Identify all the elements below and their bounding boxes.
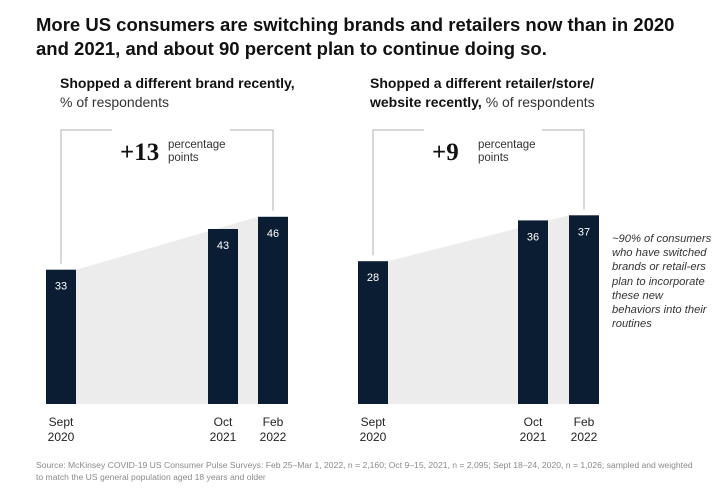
brand-category-label-0-year: 2020 [48, 430, 75, 444]
retailer-bar-2 [569, 215, 599, 404]
retailer-category-label-1-year: 2021 [520, 430, 547, 444]
left-subtitle-rest: % of respondents [60, 94, 169, 110]
brand-change-unit-line2: points [168, 152, 199, 164]
brand-change-unit-line1: percentage [168, 139, 226, 151]
brand-value-label-1: 43 [217, 240, 229, 252]
left-subtitle-bold: Shopped a different brand recently, [60, 75, 295, 91]
retailer-category-label-0-year: 2020 [360, 430, 387, 444]
retailer-bar-1 [518, 220, 548, 404]
retailer-value-label-1: 36 [527, 231, 539, 243]
brand-bar-2 [258, 216, 288, 404]
retailer-category-label-1-month: Oct [524, 415, 543, 429]
retailer-category-label-2-year: 2022 [571, 430, 598, 444]
retailer-value-label-2: 37 [578, 226, 590, 238]
brand-change-label-bg [112, 124, 230, 168]
brand-category-label-0-month: Sept [49, 415, 74, 429]
brand-category-label-1-month: Oct [214, 415, 233, 429]
brand-category-label-2-month: Feb [263, 415, 284, 429]
brand-category-label-2-year: 2022 [260, 430, 287, 444]
brand-value-label-0: 33 [55, 281, 67, 293]
right-subtitle-rest: % of respondents [485, 94, 595, 110]
brand-category-label-1-year: 2021 [210, 430, 237, 444]
retailer-value-label-0: 28 [367, 272, 379, 284]
retailer-change-unit-line2: points [478, 152, 509, 164]
right-subtitle-bold: Shopped a different retailer/store/ webs… [370, 75, 595, 110]
brand-change-value: +13 [120, 139, 159, 166]
retailer-change-value: +9 [432, 139, 459, 166]
right-chart-subtitle: Shopped a different retailer/store/ webs… [370, 74, 620, 112]
brand-value-label-2: 46 [267, 228, 279, 240]
retailer-category-label-0-month: Sept [361, 415, 386, 429]
retailer-change-label-bg [424, 124, 542, 168]
left-chart-subtitle: Shopped a different brand recently, % of… [60, 74, 320, 112]
source-footnote: Source: McKinsey COVID-19 US Consumer Pu… [36, 460, 693, 482]
retailer-bar-0 [358, 261, 388, 404]
brand-bar-0 [46, 269, 76, 404]
brand-bar-1 [208, 228, 238, 404]
retailer-category-label-2-month: Feb [574, 415, 595, 429]
switchers-note: ~90% of consumers who have switched bran… [612, 233, 712, 331]
retailer-change-unit-line1: percentage [478, 139, 536, 151]
headline: More US consumers are switching brands a… [36, 14, 675, 59]
